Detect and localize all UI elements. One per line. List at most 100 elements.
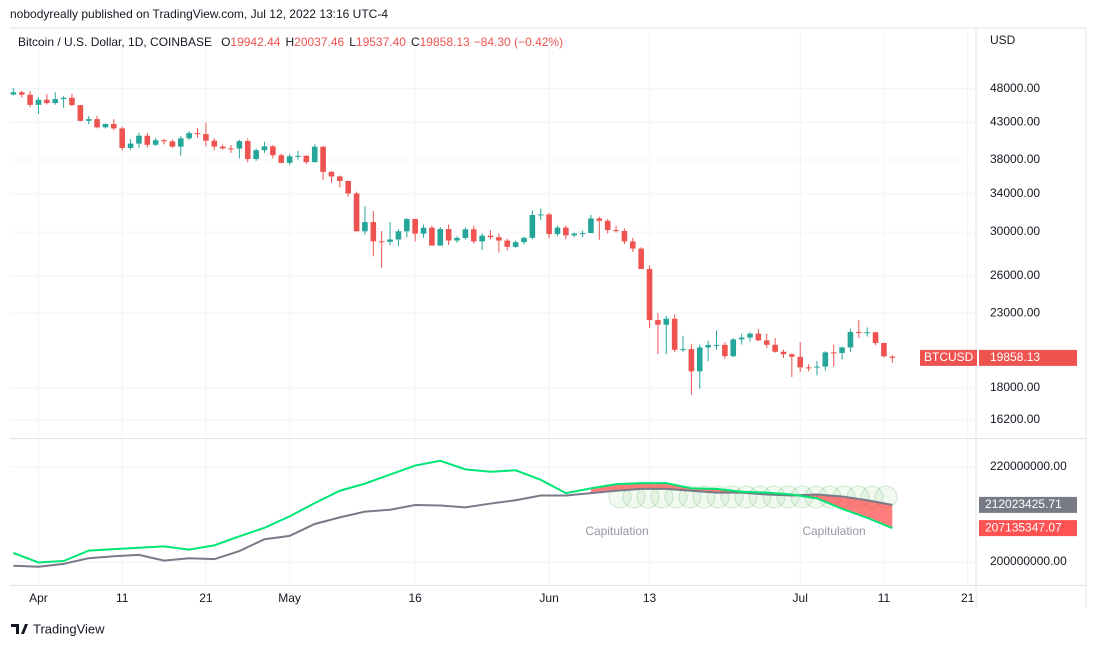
candle-body bbox=[856, 331, 862, 333]
signal-dot bbox=[776, 485, 800, 509]
value-label: 207135347.07 bbox=[985, 520, 1062, 534]
candle-body bbox=[94, 119, 100, 128]
candle-body bbox=[579, 233, 586, 235]
annotation: Capitulation bbox=[802, 524, 865, 538]
candle-body bbox=[630, 241, 636, 249]
indicator-line bbox=[13, 459, 893, 564]
candle-body bbox=[236, 141, 243, 149]
candle-body bbox=[144, 135, 151, 145]
candle-body bbox=[554, 227, 561, 235]
candle-body bbox=[621, 230, 628, 242]
candle-body bbox=[705, 344, 711, 348]
candle-body bbox=[730, 339, 737, 357]
candle-body bbox=[111, 123, 117, 129]
candle-body bbox=[613, 230, 619, 232]
candle-body bbox=[722, 344, 728, 357]
candle-body bbox=[152, 140, 159, 145]
symbol-title: Bitcoin / U.S. Dollar, 1D, COINBASE bbox=[18, 35, 212, 49]
candle-body bbox=[10, 92, 17, 95]
candle-body bbox=[270, 146, 276, 156]
candle-body bbox=[244, 141, 251, 160]
candle-body bbox=[462, 229, 469, 238]
x-tick-label: Jun bbox=[539, 591, 558, 605]
publish-note: nobodyreally published on TradingView.co… bbox=[10, 7, 388, 21]
candle-body bbox=[253, 150, 259, 160]
candle-body bbox=[119, 128, 125, 148]
candle-body bbox=[177, 138, 184, 147]
candle-body bbox=[320, 146, 326, 172]
candle-body bbox=[571, 233, 578, 236]
x-tick-label: Jul bbox=[793, 591, 808, 605]
candle-body bbox=[52, 99, 59, 104]
x-tick-label: 11 bbox=[878, 591, 891, 605]
change: −84.30 (−0.42%) bbox=[474, 35, 563, 49]
candle-body bbox=[328, 171, 335, 177]
candle-body bbox=[395, 231, 402, 240]
candle-body bbox=[77, 105, 84, 121]
candle-body bbox=[588, 218, 594, 234]
candle-body bbox=[295, 155, 301, 157]
candle-body bbox=[370, 222, 377, 242]
candle-body bbox=[889, 356, 896, 358]
candle-body bbox=[69, 97, 75, 106]
logo-mark bbox=[11, 624, 28, 634]
candle-body bbox=[169, 141, 176, 147]
candle-body bbox=[420, 227, 427, 234]
candle-body bbox=[211, 140, 218, 147]
candle-body bbox=[546, 214, 552, 235]
candle-body bbox=[470, 229, 477, 242]
candle-body bbox=[663, 318, 670, 325]
candle-body bbox=[864, 332, 870, 334]
candle-body bbox=[738, 337, 745, 340]
x-tick-label: 21 bbox=[961, 591, 975, 605]
candle-body bbox=[638, 248, 644, 269]
candle-body bbox=[680, 349, 686, 351]
candle-body bbox=[830, 352, 837, 354]
candle-body bbox=[529, 214, 536, 238]
candle-body bbox=[437, 229, 444, 246]
x-tick-label: 13 bbox=[643, 591, 657, 605]
candle-body bbox=[362, 222, 368, 232]
candle-body bbox=[35, 99, 42, 105]
candle-body bbox=[763, 340, 770, 345]
price-label: 19858.13 bbox=[990, 350, 1040, 364]
y-tick-label: 34000.00 bbox=[990, 186, 1040, 200]
candle-body bbox=[479, 235, 485, 242]
candle-body bbox=[261, 146, 268, 151]
candle-body bbox=[839, 347, 845, 353]
candle-body bbox=[136, 135, 142, 144]
symbol-label: BTCUSD bbox=[924, 350, 974, 364]
candle-body bbox=[378, 241, 385, 243]
value-label-bg bbox=[979, 520, 1077, 537]
ohlc-key: C bbox=[411, 35, 420, 49]
candle-body bbox=[228, 148, 234, 150]
candle-body bbox=[60, 97, 67, 100]
y-tick-label: 30000.00 bbox=[990, 224, 1040, 238]
candle-body bbox=[337, 176, 343, 182]
y-tick-label: 43000.00 bbox=[990, 114, 1040, 128]
ohlc-value: 19942.44 bbox=[230, 35, 280, 49]
candle-body bbox=[387, 239, 393, 242]
candle-body bbox=[18, 92, 25, 95]
candle-body bbox=[445, 229, 452, 241]
candle-body bbox=[563, 227, 569, 236]
ohlc-key: L bbox=[349, 35, 356, 49]
candle-body bbox=[85, 119, 92, 121]
candle-body bbox=[747, 333, 753, 338]
candle-body bbox=[688, 349, 695, 372]
candle-body bbox=[755, 333, 762, 341]
candle-body bbox=[504, 240, 511, 247]
candle-body bbox=[127, 143, 134, 148]
candle-body bbox=[429, 227, 435, 246]
y-tick-label: 48000.00 bbox=[990, 81, 1040, 95]
candle-body bbox=[847, 331, 854, 348]
price-label-bg bbox=[979, 349, 1077, 366]
candle-body bbox=[805, 367, 812, 369]
ohlc-key: H bbox=[285, 35, 294, 49]
candle-body bbox=[822, 352, 829, 367]
candle-body bbox=[186, 133, 192, 139]
candle-body bbox=[44, 99, 50, 104]
candle-body bbox=[219, 146, 226, 149]
annotation: Capitulation bbox=[585, 524, 648, 538]
